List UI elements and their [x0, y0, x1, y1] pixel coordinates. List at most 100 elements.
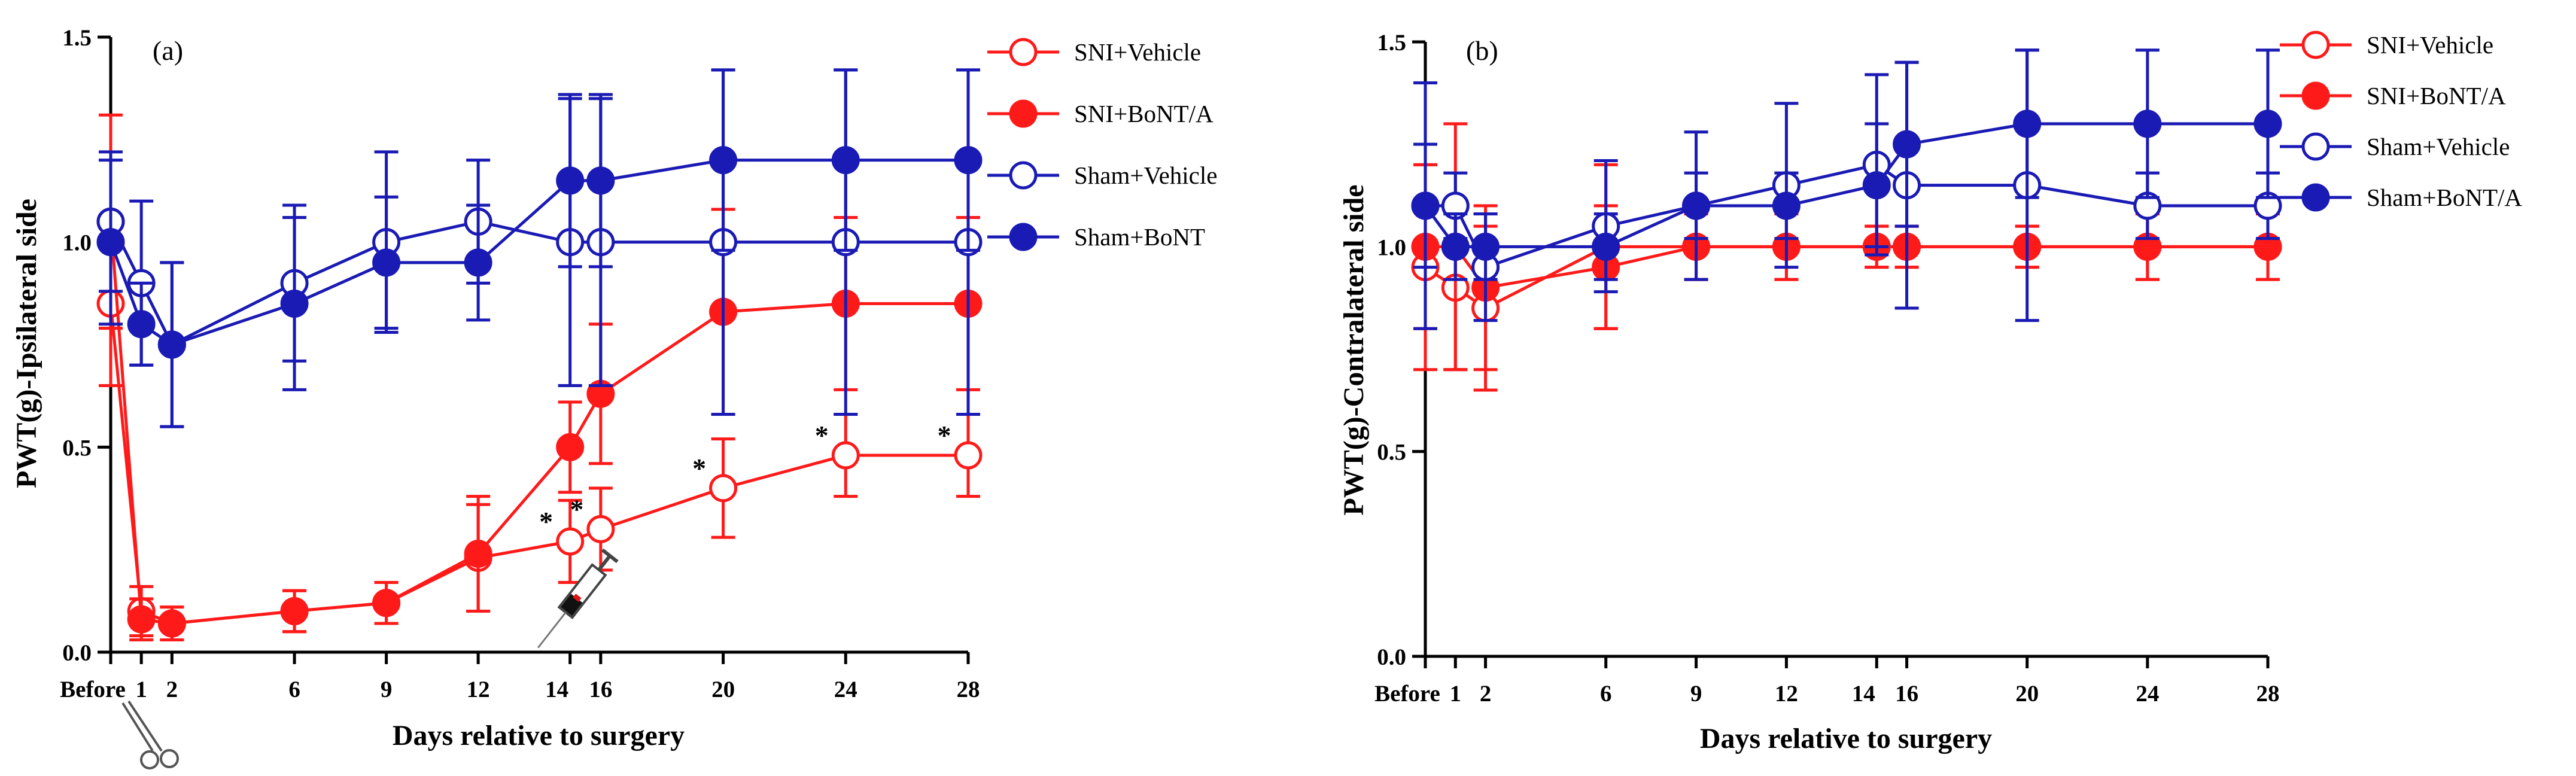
- legend-entry: Sham+Vehicle: [2280, 132, 2510, 161]
- legend-label: SNI+Vehicle: [2367, 31, 2493, 59]
- data-point: [586, 166, 615, 195]
- legend-marker: [1009, 223, 1038, 251]
- legend-marker: [1009, 38, 1038, 66]
- data-point: [556, 166, 585, 195]
- significance-marker: *: [815, 420, 829, 451]
- x-tick-label: Before: [60, 677, 126, 702]
- x-tick-label: 1: [1450, 681, 1462, 707]
- series-line: [109, 221, 968, 625]
- data-point: [2253, 109, 2282, 138]
- y-axis-title: PWT(g)-Ipsilateral side: [11, 199, 42, 488]
- data-point: [157, 609, 186, 638]
- scissors-ring: [160, 749, 179, 768]
- data-point: [2013, 109, 2042, 138]
- legend-label: Sham+Vehicle: [1074, 162, 1217, 189]
- x-tick-label: 12: [1775, 681, 1798, 707]
- y-tick-label: 1.0: [1377, 235, 1406, 260]
- y-tick-label: 0.0: [1377, 644, 1406, 670]
- data-point: [372, 589, 401, 617]
- legend-entry: Sham+Vehicle: [987, 161, 1217, 190]
- x-tick-label: 2: [166, 677, 178, 702]
- series-line: [1424, 122, 2268, 248]
- series-sham-vehicle: [96, 68, 983, 428]
- syringe-plunger: [597, 555, 612, 571]
- panel-a-ipsilateral-chart: 0.0 0.5 1.0 1.5 Before 1 2 6 9 12 14 16 20 24 28 Days r…: [11, 25, 1217, 769]
- data-point: [1893, 130, 1921, 159]
- data-point: [709, 146, 738, 175]
- data-point: [372, 248, 401, 277]
- data-point: [1862, 171, 1891, 200]
- data-point: [96, 228, 125, 257]
- data-point: [1441, 232, 1470, 261]
- y-tick-label: 1.5: [1377, 30, 1406, 56]
- x-tick-label: 20: [2015, 681, 2039, 707]
- legend-entry: SNI+Vehicle: [987, 38, 1201, 66]
- panel-b-contralateral-chart: 0.0 0.5 1.0 1.5 Before 1 2 6 9 12 14 16 20 24 28 Days r…: [1338, 30, 2522, 754]
- x-tick-label: 2: [1480, 681, 1492, 707]
- x-tick-label: 16: [589, 677, 612, 702]
- x-tick-label: 28: [2256, 681, 2280, 707]
- legend-label: Sham+Vehicle: [2367, 133, 2510, 160]
- y-tick-label: 1.0: [62, 230, 92, 256]
- panel-label: (a): [153, 35, 183, 66]
- data-point: [280, 597, 309, 625]
- x-tick-label: 24: [2136, 681, 2159, 707]
- y-tick-label: 0.0: [62, 640, 92, 666]
- x-tick-label: 24: [834, 677, 857, 702]
- legend-label: SNI+BoNT/A: [2367, 82, 2506, 109]
- series-sni-vehicle: [96, 220, 983, 641]
- data-point: [556, 527, 585, 556]
- syringe-fluid-red: [573, 594, 582, 602]
- data-point: [1682, 191, 1711, 220]
- data-point: [556, 433, 585, 461]
- x-tick-label: 14: [545, 677, 568, 702]
- legend-marker: [2301, 81, 2330, 110]
- legend-label: Sham+BoNT/A: [2367, 184, 2522, 211]
- legend-label: SNI+BoNT/A: [1074, 100, 1214, 127]
- scissors-icon: [121, 700, 179, 769]
- y-tick-label: 1.5: [62, 25, 92, 51]
- data-point: [1471, 232, 1500, 261]
- legend-entry: SNI+Vehicle: [2280, 31, 2493, 59]
- legend-entry: SNI+BoNT/A: [2280, 81, 2506, 110]
- data-point: [586, 515, 615, 543]
- x-tick-label: 6: [288, 677, 300, 702]
- data-point: [831, 146, 860, 175]
- x-tick-label: 9: [381, 677, 393, 702]
- series-sham-vehicle: [1411, 48, 2282, 330]
- data-point: [1411, 191, 1440, 220]
- legend-marker: [2301, 31, 2330, 59]
- data-point: [127, 310, 156, 339]
- significance-marker: *: [692, 453, 706, 483]
- x-tick-label: 14: [1852, 681, 1875, 707]
- legend-entry: SNI+BoNT/A: [987, 99, 1214, 128]
- legend-marker: [1009, 99, 1038, 128]
- data-point: [280, 289, 309, 318]
- legend-label: Sham+BoNT: [1074, 223, 1205, 251]
- legend-label: SNI+Vehicle: [1074, 38, 1201, 66]
- series-sham-bont-a: [1411, 48, 2282, 281]
- data-point: [954, 146, 983, 175]
- significance-marker: *: [938, 420, 951, 451]
- data-point: [127, 605, 156, 634]
- data-point: [709, 474, 738, 503]
- y-tick-label: 0.5: [62, 435, 92, 461]
- data-point: [464, 540, 492, 568]
- scissors-blade: [121, 702, 154, 752]
- scissors-ring: [140, 750, 159, 769]
- x-tick-label: 16: [1895, 681, 1918, 707]
- syringe-plunger-head: [601, 548, 619, 564]
- legend-entry: Sham+BoNT/A: [2280, 183, 2522, 212]
- syringe-icon: [537, 548, 619, 649]
- x-axis-title: Days relative to surgery: [1700, 723, 1992, 754]
- panel-label: (b): [1466, 35, 1498, 66]
- legend-entry: Sham+BoNT: [987, 223, 1205, 251]
- data-point: [831, 441, 860, 470]
- legend-marker: [2301, 183, 2330, 212]
- series-sni-bont-a: [96, 113, 983, 641]
- legend-marker: [1009, 161, 1038, 190]
- significance-marker: *: [570, 494, 583, 524]
- x-tick-label: 28: [957, 677, 980, 702]
- x-axis-title: Days relative to surgery: [393, 720, 685, 751]
